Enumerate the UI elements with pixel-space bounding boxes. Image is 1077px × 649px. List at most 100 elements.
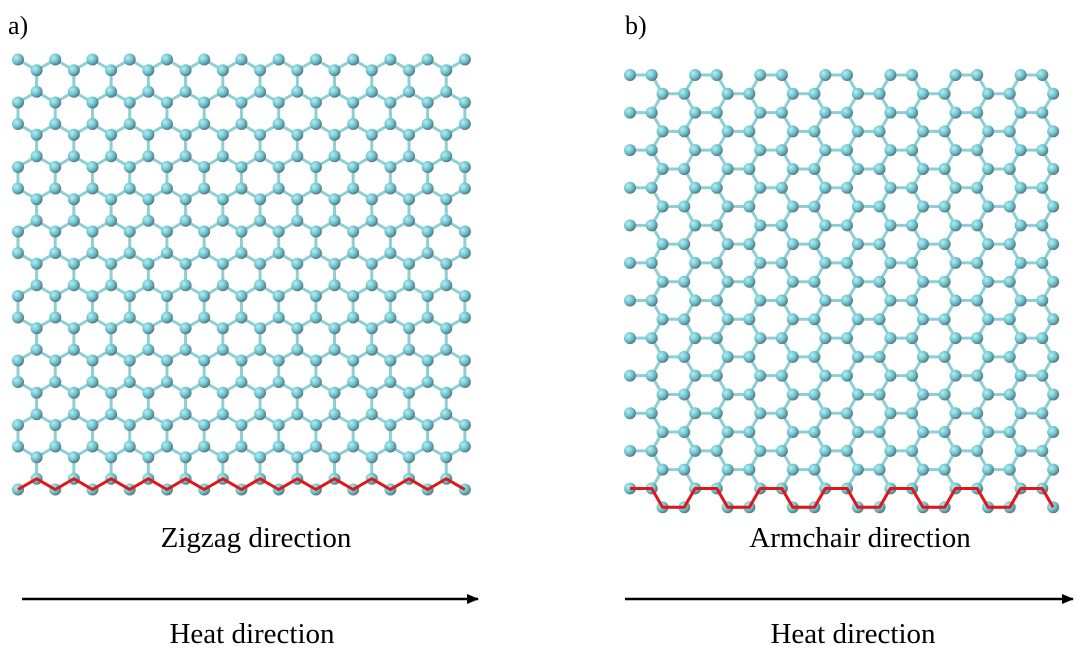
atom [31,387,43,399]
atom [86,419,98,431]
atom [310,247,322,259]
atom [310,312,322,324]
atom [198,97,210,109]
atom [310,118,322,130]
atom [31,451,43,463]
atom [254,193,266,205]
atom [841,182,853,194]
atom [776,407,788,419]
atom [982,276,994,288]
atom [105,451,117,463]
atom [12,441,24,453]
atom [347,376,359,388]
atom [657,88,669,100]
atom [31,215,43,227]
atom [124,118,136,130]
atom [689,332,701,344]
atom [459,226,471,238]
atom [347,161,359,173]
atom [217,258,229,270]
atom [678,388,690,400]
atom [254,215,266,227]
atom [939,163,951,175]
atom [852,201,864,213]
atom [366,129,378,141]
atom [273,183,285,195]
atom [689,370,701,382]
atom [1047,313,1059,325]
atom [657,313,669,325]
atom [403,387,415,399]
atom [982,388,994,400]
atom [291,64,303,76]
atom [49,312,61,324]
atom [950,182,962,194]
atom [722,238,734,250]
atom [754,219,766,231]
atom [971,69,983,81]
atom [198,419,210,431]
atom [1004,125,1016,137]
atom [1015,182,1027,194]
atom [68,322,80,334]
atom [254,64,266,76]
atom [124,54,136,66]
atom [142,279,154,291]
atom [917,313,929,325]
atom [1047,201,1059,213]
atom [646,219,658,231]
atom [971,445,983,457]
atom [254,408,266,420]
atom [12,376,24,388]
atom [874,201,886,213]
atom [422,441,434,453]
atom [722,426,734,438]
atom [273,441,285,453]
atom [459,247,471,259]
atom [743,351,755,363]
atom [235,97,247,109]
atom [273,118,285,130]
atom [217,408,229,420]
atom [982,201,994,213]
atom [384,226,396,238]
atom [254,86,266,98]
atom [1004,313,1016,325]
atom [678,125,690,137]
atom [254,150,266,162]
atom [12,226,24,238]
atom [711,107,723,119]
atom [198,441,210,453]
atom [291,150,303,162]
atom [12,183,24,195]
atom [982,163,994,175]
atom [1036,182,1048,194]
atom [68,279,80,291]
atom [1015,445,1027,457]
atom [68,193,80,205]
atom [657,426,669,438]
atom [1004,464,1016,476]
atom [49,54,61,66]
atom [291,215,303,227]
atom [384,161,396,173]
atom [291,387,303,399]
atom [743,388,755,400]
atom [403,150,415,162]
atom [347,312,359,324]
atom [31,344,43,356]
atom [12,290,24,302]
atom [347,183,359,195]
atom [273,290,285,302]
atom [235,118,247,130]
atom [841,144,853,156]
atom [874,125,886,137]
atom [217,64,229,76]
atom [657,201,669,213]
atom [646,182,658,194]
atom [819,182,831,194]
atom [754,257,766,269]
atom [329,215,341,227]
atom [403,451,415,463]
atom [711,295,723,307]
